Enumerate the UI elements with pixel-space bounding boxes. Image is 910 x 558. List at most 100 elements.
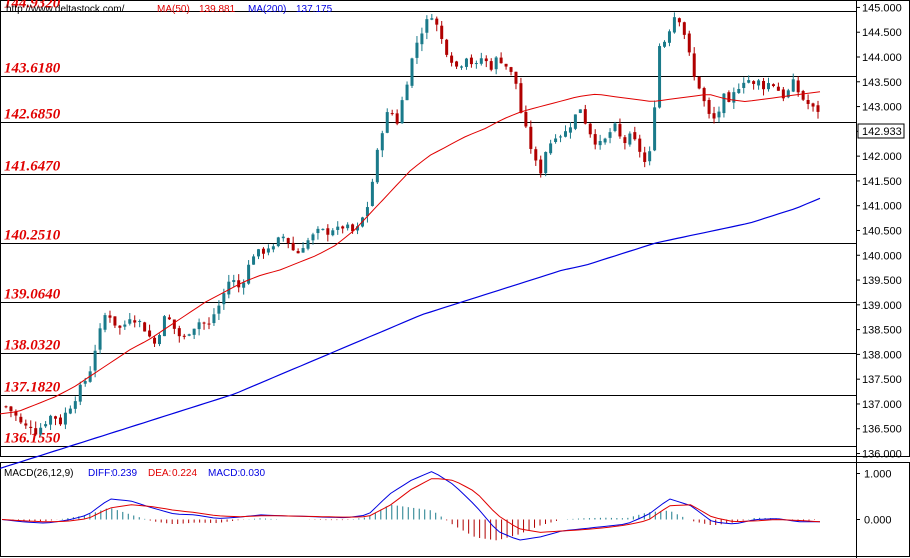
level-label: 143.6180 xyxy=(4,61,61,77)
price-tick-label: 139.000 xyxy=(862,300,902,312)
candle-body xyxy=(143,322,147,332)
candle-body xyxy=(341,226,345,229)
candle-body xyxy=(638,138,642,152)
macd-tick-label: 1.000 xyxy=(864,469,892,481)
candle-body xyxy=(172,319,176,329)
candle-body xyxy=(717,111,721,118)
support-resistance-levels: 144.9320 143.6180 142.6850 141.6470 140.2510… xyxy=(0,0,856,447)
candle-body xyxy=(19,416,23,423)
candle-body xyxy=(747,80,751,83)
macd-panel: 1.000 0.000 xyxy=(1,469,892,541)
candle-body xyxy=(692,53,696,77)
ma50-label: MA(50) xyxy=(157,4,190,15)
price-panel-border xyxy=(0,0,910,457)
macd-tick-label: 0.000 xyxy=(864,515,892,527)
candle-body xyxy=(811,103,815,107)
candle-body xyxy=(568,127,572,133)
candle-body xyxy=(682,22,686,35)
candle-body xyxy=(539,159,543,174)
candle-body xyxy=(653,107,657,151)
candle-body xyxy=(44,424,48,427)
candle-body xyxy=(667,31,671,43)
level-label: 140.2510 xyxy=(4,228,61,244)
candle-body xyxy=(801,91,805,100)
level-label: 137.1820 xyxy=(4,380,61,396)
candle-body xyxy=(796,80,800,93)
level-label: 141.6470 xyxy=(4,159,61,175)
price-tick-label: 145.000 xyxy=(862,2,902,14)
candle-body xyxy=(306,240,310,249)
candle-body xyxy=(162,316,166,337)
candle-body xyxy=(474,63,478,65)
candle-body xyxy=(732,92,736,103)
candle-body xyxy=(410,58,414,86)
candle-body xyxy=(296,251,300,254)
candle-body xyxy=(182,335,186,337)
candle-body xyxy=(153,337,157,344)
candle-body xyxy=(677,18,681,23)
candle-body xyxy=(529,126,533,149)
ma50-line xyxy=(0,91,821,415)
candle-body xyxy=(608,132,612,138)
candle-body xyxy=(455,61,459,67)
candle-body xyxy=(252,256,256,265)
candle-body xyxy=(603,138,607,143)
candle-body xyxy=(212,314,216,324)
candle-body xyxy=(261,248,265,254)
price-tick-label: 143.500 xyxy=(862,77,902,89)
candle-body xyxy=(722,93,726,114)
candle-body xyxy=(73,401,77,409)
candle-body xyxy=(697,76,701,89)
candle-body xyxy=(742,82,746,88)
price-tick-label: 138.000 xyxy=(862,349,902,361)
candle-body xyxy=(430,18,434,20)
macd-diff-line xyxy=(1,471,820,541)
candle-body xyxy=(672,17,676,33)
site-label: http://www.deltastock.com/ xyxy=(6,4,125,15)
candle-body xyxy=(232,280,236,283)
candle-body xyxy=(157,335,161,345)
candle-body xyxy=(578,109,582,113)
candle-body xyxy=(549,143,553,154)
candle-body xyxy=(420,33,424,45)
candle-body xyxy=(321,228,325,230)
price-tick-label: 141.000 xyxy=(862,201,902,213)
candle-body xyxy=(4,406,8,408)
candle-body xyxy=(494,57,498,70)
candle-body xyxy=(514,71,518,84)
price-tick-label: 140.500 xyxy=(862,225,902,237)
candle-body xyxy=(54,416,58,419)
candle-body xyxy=(167,317,171,320)
candle-body xyxy=(34,428,38,435)
candle-body xyxy=(752,81,756,84)
candle-body xyxy=(791,79,795,92)
candle-body xyxy=(39,427,43,435)
candle-body xyxy=(83,381,87,384)
candle-body xyxy=(776,86,780,91)
candle-body xyxy=(658,46,662,108)
price-tick-label: 143.000 xyxy=(862,102,902,114)
candle-body xyxy=(108,315,112,318)
candle-body xyxy=(98,328,102,350)
candle-body xyxy=(138,321,142,323)
candle-body xyxy=(806,99,810,104)
candle-body xyxy=(93,350,97,371)
moving-averages xyxy=(0,91,821,469)
level-label: 138.0320 xyxy=(4,338,61,354)
candle-body xyxy=(148,330,152,337)
candle-body xyxy=(375,149,379,183)
candle-body xyxy=(311,234,315,241)
candle-body xyxy=(346,224,350,229)
price-tick-label: 139.500 xyxy=(862,275,902,287)
candle-body xyxy=(415,42,419,58)
macd-dea-value: 0.224 xyxy=(172,468,197,479)
macd-dea-label: DEA: xyxy=(148,468,171,479)
macd-diff-value: 0.239 xyxy=(112,468,137,479)
candle-body xyxy=(618,124,622,137)
candle-body xyxy=(281,236,285,239)
candle-body xyxy=(380,133,384,151)
candle-body xyxy=(58,417,62,425)
level-label: 142.6850 xyxy=(4,107,61,123)
candle-body xyxy=(781,89,785,99)
candle-body xyxy=(757,80,761,86)
